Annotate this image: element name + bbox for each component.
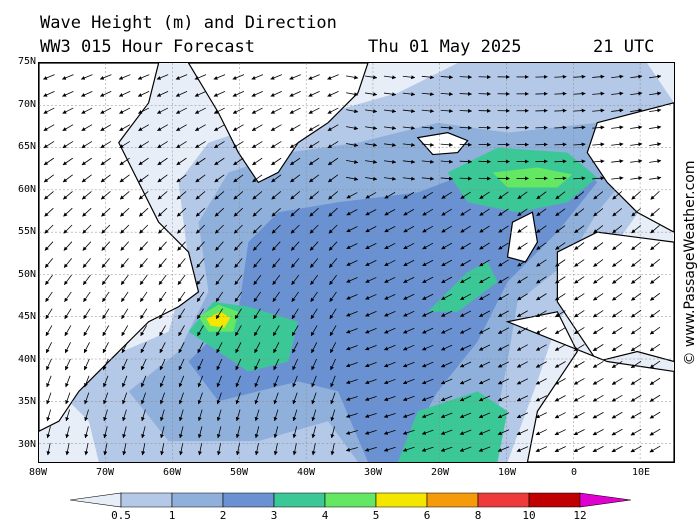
lat-label: 75N <box>17 56 36 67</box>
legend-label: 3 <box>270 509 278 522</box>
legend-swatch <box>477 492 530 508</box>
lat-label: 40N <box>17 353 36 365</box>
lon-label: 0 <box>570 467 578 478</box>
iberia-africa-land <box>505 311 674 462</box>
british-isles-land <box>506 211 539 263</box>
legend-label: 0.5 <box>111 509 131 522</box>
lon-label: 10E <box>631 467 651 478</box>
lat-label: 45N <box>17 311 36 322</box>
lat-label: 30N <box>17 438 36 450</box>
legend-swatch <box>375 492 428 508</box>
lat-label: 65N <box>17 141 36 152</box>
legend-swatch <box>324 492 377 508</box>
legend-label: 10 <box>522 509 536 522</box>
legend-swatch <box>70 492 122 508</box>
legend-swatch <box>528 492 581 508</box>
legend-swatch <box>579 492 632 508</box>
legend-label: 12 <box>573 509 587 522</box>
model-label: WW3 015 Hour Forecast <box>40 37 255 57</box>
credit-watermark: © www.PassageWeather.com <box>682 159 698 366</box>
lon-label: 10W <box>497 467 517 478</box>
iceland-land <box>416 132 469 156</box>
lon-label: 60W <box>162 467 182 478</box>
legend-label: 2 <box>219 509 227 522</box>
lon-label: 70W <box>95 467 115 478</box>
lon-label: 50W <box>229 467 249 478</box>
lat-label: 70N <box>17 98 36 110</box>
legend-label: 4 <box>321 509 329 522</box>
color-legend <box>70 492 632 508</box>
legend-label: 8 <box>474 509 482 522</box>
band-3-4 <box>188 152 598 462</box>
band-5-6-north <box>492 167 573 188</box>
legend-swatch <box>426 492 479 508</box>
map-title: Wave Height (m) and Direction <box>40 13 337 33</box>
scandinavia-land <box>586 102 674 233</box>
lat-label: 50N <box>17 268 36 280</box>
legend-swatch <box>222 492 275 508</box>
direction-arrows <box>43 74 662 456</box>
lat-label: 60N <box>17 183 36 195</box>
legend-swatch <box>273 492 326 508</box>
lat-label: 55N <box>17 226 36 237</box>
band-4-5-south <box>397 391 508 462</box>
north-america-land <box>39 63 200 432</box>
lat-label: 35N <box>17 396 36 407</box>
forecast-time: 21 UTC <box>593 37 655 57</box>
greenland-land <box>187 63 369 184</box>
lon-label: 30W <box>363 467 383 478</box>
legend-label: 1 <box>168 509 176 522</box>
lon-label: 20W <box>430 467 450 478</box>
legend-label: 6 <box>423 509 431 522</box>
legend-label: 5 <box>372 509 380 522</box>
wave-height-map <box>38 62 675 463</box>
lon-label: 80W <box>28 467 48 478</box>
legend-swatch <box>120 492 173 508</box>
lon-label: 40W <box>296 467 316 478</box>
legend-swatch <box>171 492 224 508</box>
forecast-date: Thu 01 May 2025 <box>368 37 522 57</box>
land <box>39 63 674 462</box>
